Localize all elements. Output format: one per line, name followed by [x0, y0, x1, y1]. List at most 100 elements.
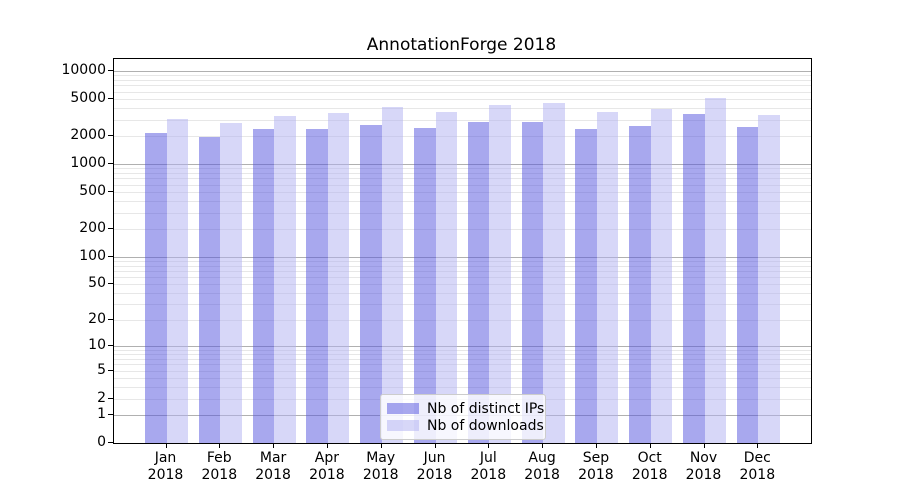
bar-downloads: [650, 108, 673, 443]
gridline-minor: [114, 200, 811, 202]
x-tick-label: Sep 2018: [578, 450, 614, 483]
gridline-minor: [114, 191, 811, 193]
x-tick-mark: [380, 443, 382, 448]
bar-distinct-ips: [736, 127, 759, 443]
x-tick-mark: [703, 443, 705, 448]
x-tick-label: Dec 2018: [739, 450, 776, 483]
x-tick-mark: [326, 443, 328, 448]
gridline-minor: [114, 212, 811, 214]
bar-downloads: [381, 106, 404, 443]
y-tick-mark: [108, 442, 113, 443]
x-tick-mark: [219, 443, 221, 448]
gridline-minor: [114, 91, 811, 93]
y-tick-label: 5000: [70, 90, 106, 106]
gridline-major: [114, 256, 811, 258]
bar-downloads: [220, 122, 242, 443]
y-tick-mark: [108, 190, 113, 192]
chart-title: AnnotationForge 2018: [366, 35, 557, 55]
x-tick-mark: [757, 443, 759, 448]
legend-swatch-downloads: [387, 420, 419, 431]
x-tick-label: Feb 2018: [201, 450, 238, 483]
legend-item-downloads: Nb of downloads: [387, 417, 544, 434]
x-tick-label: Jan 2018: [147, 450, 184, 483]
gridline-minor: [114, 370, 811, 372]
y-tick-label: 2: [97, 389, 106, 406]
bar-distinct-ips: [306, 129, 328, 443]
plot-area: Nb of distinct IPs Nb of downloads: [113, 58, 812, 444]
y-tick-label: 2000: [70, 127, 106, 143]
gridline-minor: [114, 350, 811, 351]
gridline-major: [114, 71, 811, 72]
bar-downloads: [435, 111, 457, 443]
y-tick-label: 50: [88, 275, 106, 292]
y-tick-label: 1: [97, 406, 106, 422]
y-tick-mark: [108, 98, 113, 99]
gridline-minor: [114, 172, 811, 174]
y-tick-mark: [108, 319, 113, 320]
gridline-minor: [114, 80, 811, 81]
bar-distinct-ips: [360, 124, 382, 443]
y-tick-mark: [108, 70, 113, 71]
x-tick-mark: [649, 443, 651, 448]
bar-distinct-ips: [252, 128, 275, 443]
gridline-minor: [114, 364, 811, 366]
gridline-minor: [114, 85, 811, 87]
y-tick-mark: [108, 135, 113, 136]
gridline-minor: [114, 284, 811, 286]
legend: Nb of distinct IPs Nb of downloads: [380, 394, 546, 440]
x-tick-mark: [542, 443, 544, 448]
bar-distinct-ips: [198, 136, 221, 443]
y-tick-mark: [108, 162, 113, 164]
bar-downloads: [758, 115, 780, 443]
gridline-major: [114, 163, 811, 165]
gridline-minor: [114, 108, 811, 109]
gridline-minor: [114, 378, 811, 379]
y-tick-label: 100: [79, 247, 106, 264]
gridline-minor: [114, 99, 811, 100]
bar-downloads: [596, 111, 619, 443]
bar-downloads: [489, 105, 511, 443]
x-tick-label: Apr 2018: [309, 450, 345, 483]
bar-distinct-ips: [145, 132, 167, 443]
bar-downloads: [543, 102, 565, 443]
x-tick-mark: [165, 443, 167, 448]
x-tick-mark: [488, 443, 490, 448]
gridline-minor: [114, 184, 811, 186]
gridline-minor: [114, 354, 811, 356]
y-tick-label: 10000: [61, 62, 106, 78]
gridline-minor: [114, 260, 811, 262]
legend-label-distinct-ips: Nb of distinct IPs: [427, 400, 545, 417]
x-tick-label: Jun 2018: [416, 450, 453, 483]
x-tick-label: Aug 2018: [524, 450, 560, 483]
y-tick-label: 500: [79, 182, 106, 199]
y-tick-mark: [108, 414, 113, 415]
bar-distinct-ips: [629, 125, 651, 443]
gridline-minor: [114, 359, 811, 360]
legend-label-downloads: Nb of downloads: [427, 417, 544, 434]
y-tick-mark: [108, 255, 113, 257]
gridline-minor: [114, 304, 811, 306]
gridline-minor: [114, 265, 811, 267]
gridline-minor: [114, 136, 811, 137]
bar-distinct-ips: [414, 128, 436, 443]
x-tick-mark: [273, 443, 275, 448]
gridline-minor: [114, 168, 811, 170]
y-tick-mark: [108, 345, 113, 347]
bar-distinct-ips: [467, 121, 490, 443]
x-tick-label: May 2018: [362, 450, 399, 483]
x-tick-label: Mar 2018: [255, 450, 291, 483]
y-tick-label: 0: [97, 434, 106, 450]
gridline-minor: [114, 320, 811, 321]
y-tick-mark: [108, 227, 113, 229]
gridline-minor: [114, 387, 811, 388]
bar-downloads: [166, 118, 188, 443]
legend-item-distinct-ips: Nb of distinct IPs: [387, 400, 544, 417]
gridline-minor: [114, 270, 811, 272]
bar-downloads: [274, 115, 296, 443]
y-tick-label: 1000: [70, 154, 106, 171]
gridline-minor: [114, 75, 811, 77]
y-tick-label: 20: [88, 311, 106, 327]
x-tick-label: Jul 2018: [470, 450, 507, 483]
gridline-minor: [114, 293, 811, 294]
